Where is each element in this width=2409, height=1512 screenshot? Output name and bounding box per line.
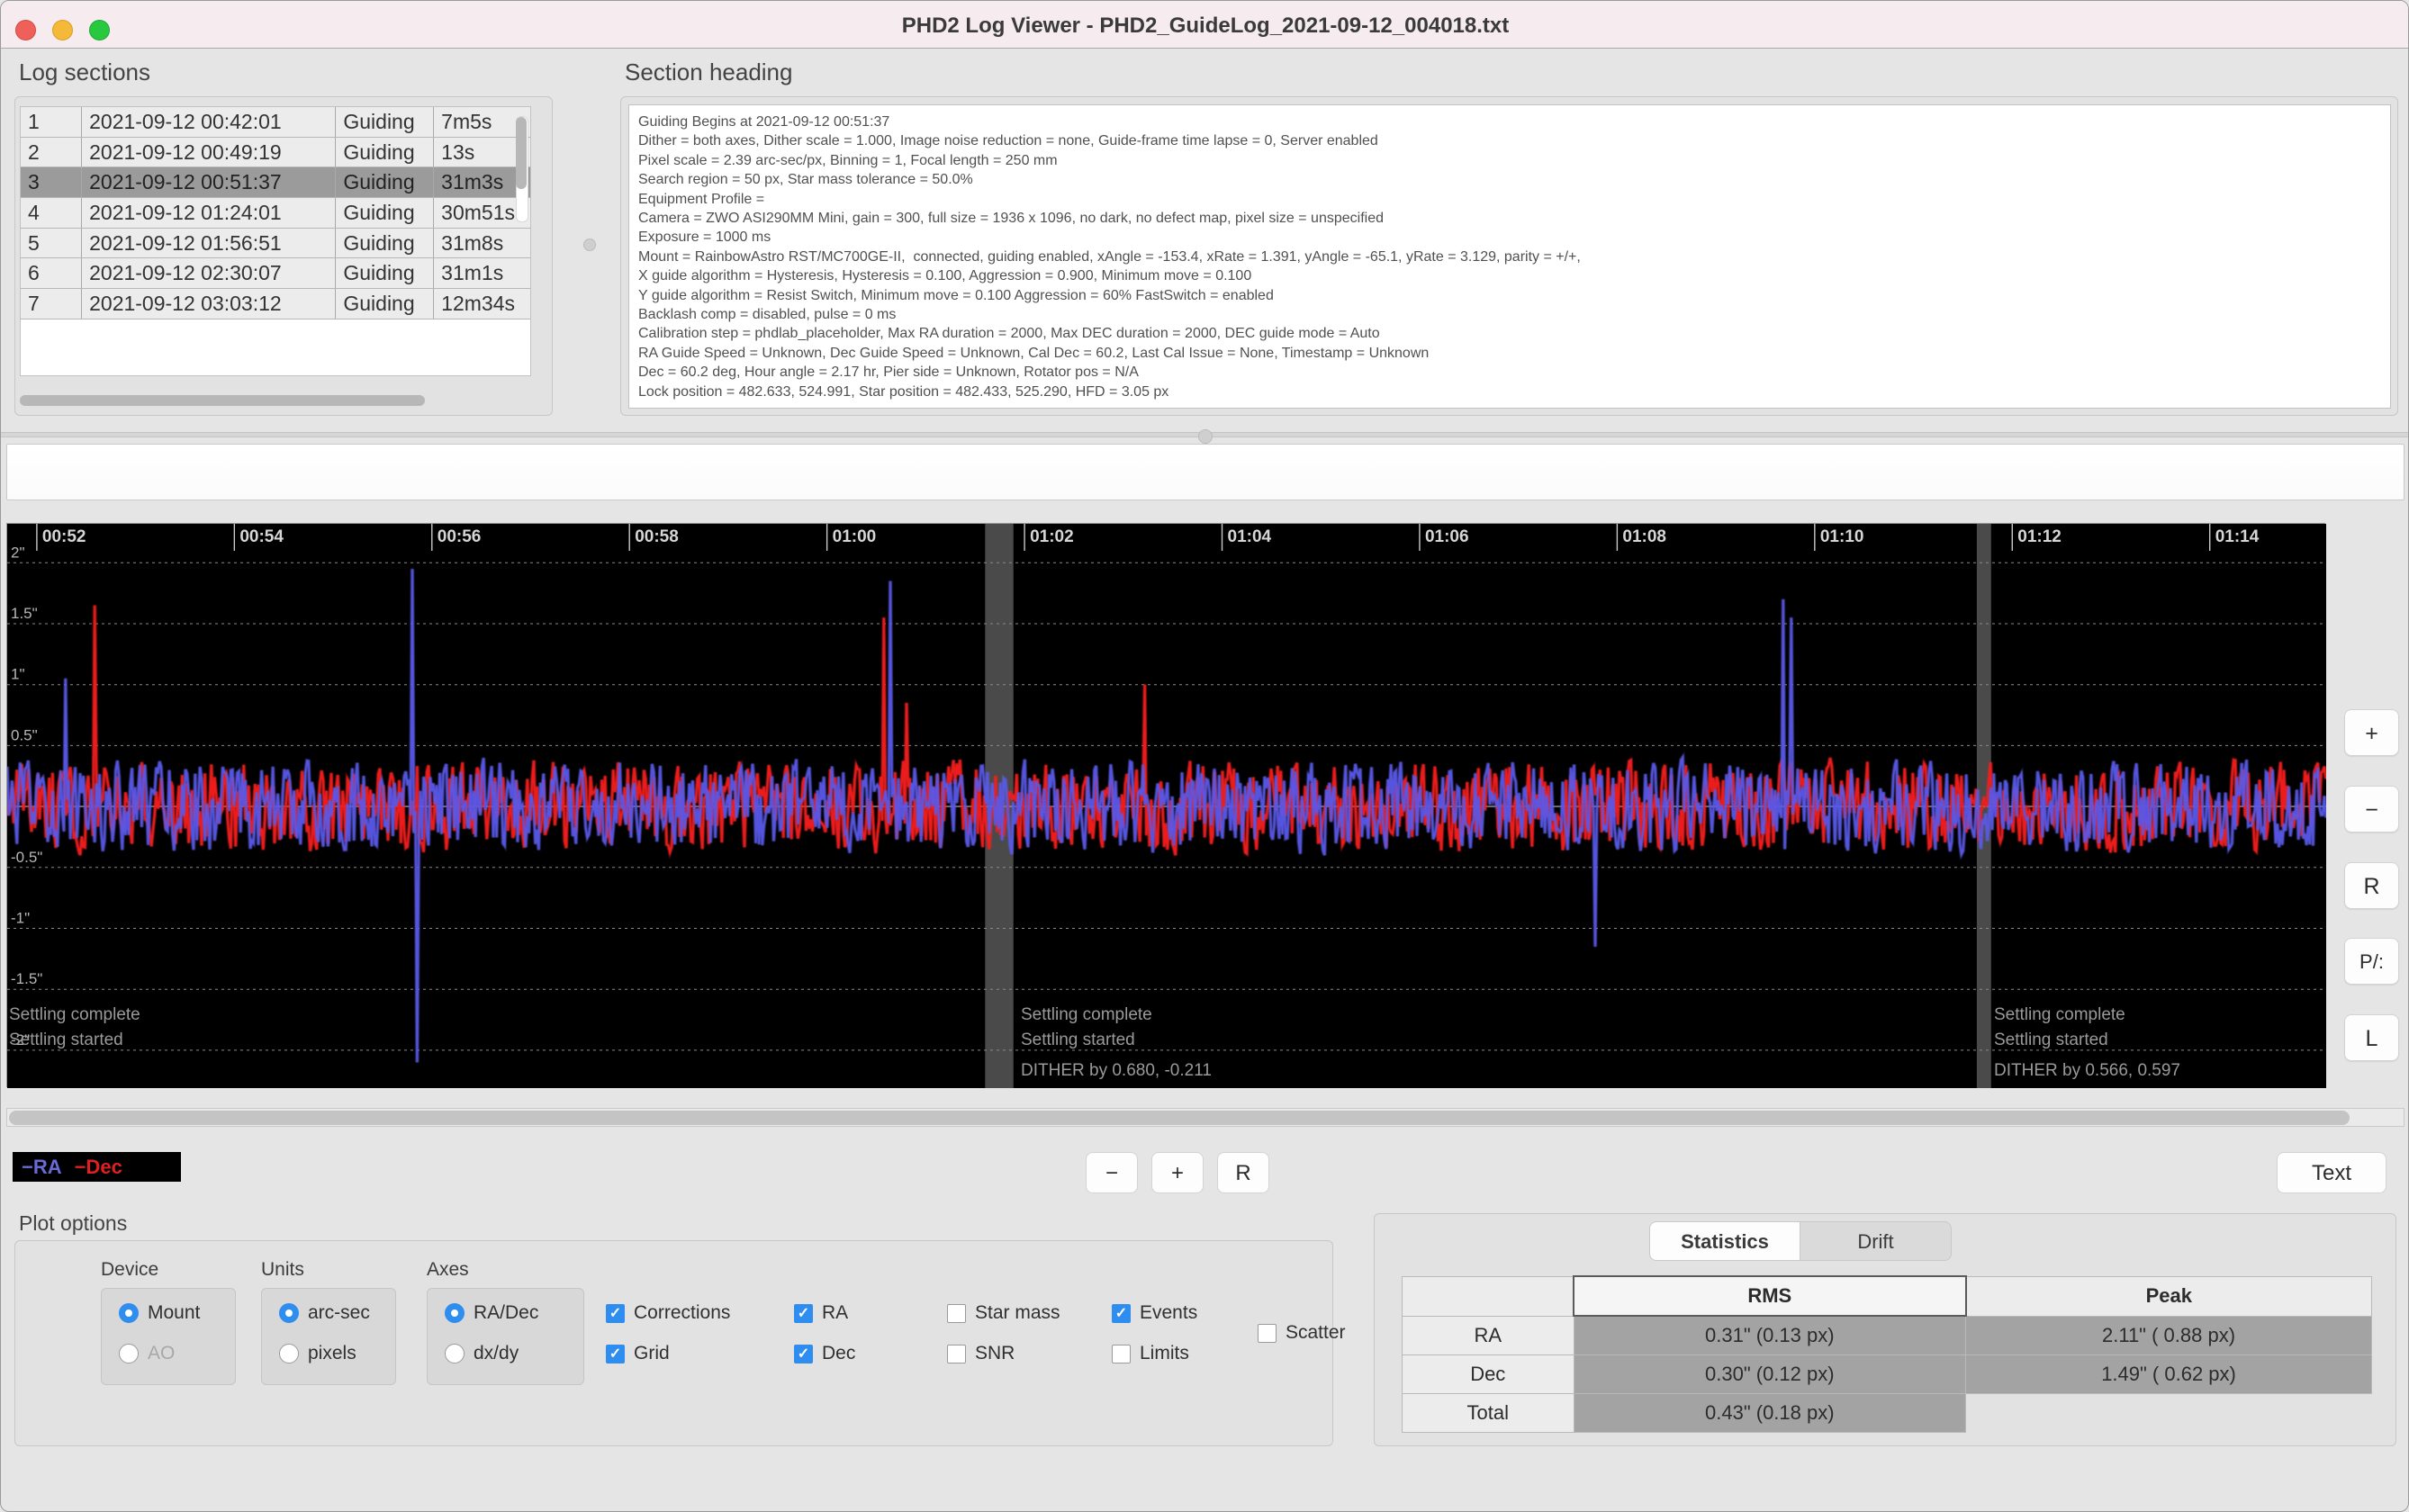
svg-text:DITHER by 0.680, -0.211: DITHER by 0.680, -0.211 — [1021, 1061, 1212, 1080]
svg-text:1": 1" — [11, 666, 25, 683]
svg-text:01:14: 01:14 — [2215, 527, 2260, 546]
svg-text:00:56: 00:56 — [438, 527, 482, 546]
svg-text:1.5": 1.5" — [11, 605, 38, 622]
svg-text:Settling started: Settling started — [1994, 1030, 2108, 1049]
svg-text:DITHER by 0.566, 0.597: DITHER by 0.566, 0.597 — [1994, 1061, 2180, 1080]
svg-text:01:02: 01:02 — [1030, 527, 1074, 546]
svg-text:Settling started: Settling started — [1021, 1030, 1135, 1049]
svg-text:00:54: 00:54 — [239, 527, 284, 546]
svg-text:00:58: 00:58 — [635, 527, 679, 546]
svg-text:01:04: 01:04 — [1228, 527, 1272, 546]
svg-text:01:06: 01:06 — [1425, 527, 1469, 546]
svg-text:01:10: 01:10 — [1820, 527, 1864, 546]
svg-text:01:08: 01:08 — [1622, 527, 1666, 546]
svg-text:0.5": 0.5" — [11, 726, 38, 743]
svg-text:Settling complete: Settling complete — [1021, 1005, 1152, 1024]
svg-text:01:12: 01:12 — [2017, 527, 2062, 546]
svg-text:-1.5": -1.5" — [11, 970, 42, 987]
svg-text:-0.5": -0.5" — [11, 849, 42, 866]
svg-text:01:00: 01:00 — [833, 527, 877, 546]
svg-text:Settling complete: Settling complete — [9, 1005, 140, 1024]
svg-text:-1": -1" — [11, 910, 30, 927]
svg-text:2": 2" — [11, 544, 25, 561]
svg-text:Settling started: Settling started — [9, 1030, 123, 1049]
svg-text:00:52: 00:52 — [42, 527, 86, 546]
svg-text:Settling complete: Settling complete — [1994, 1005, 2125, 1024]
